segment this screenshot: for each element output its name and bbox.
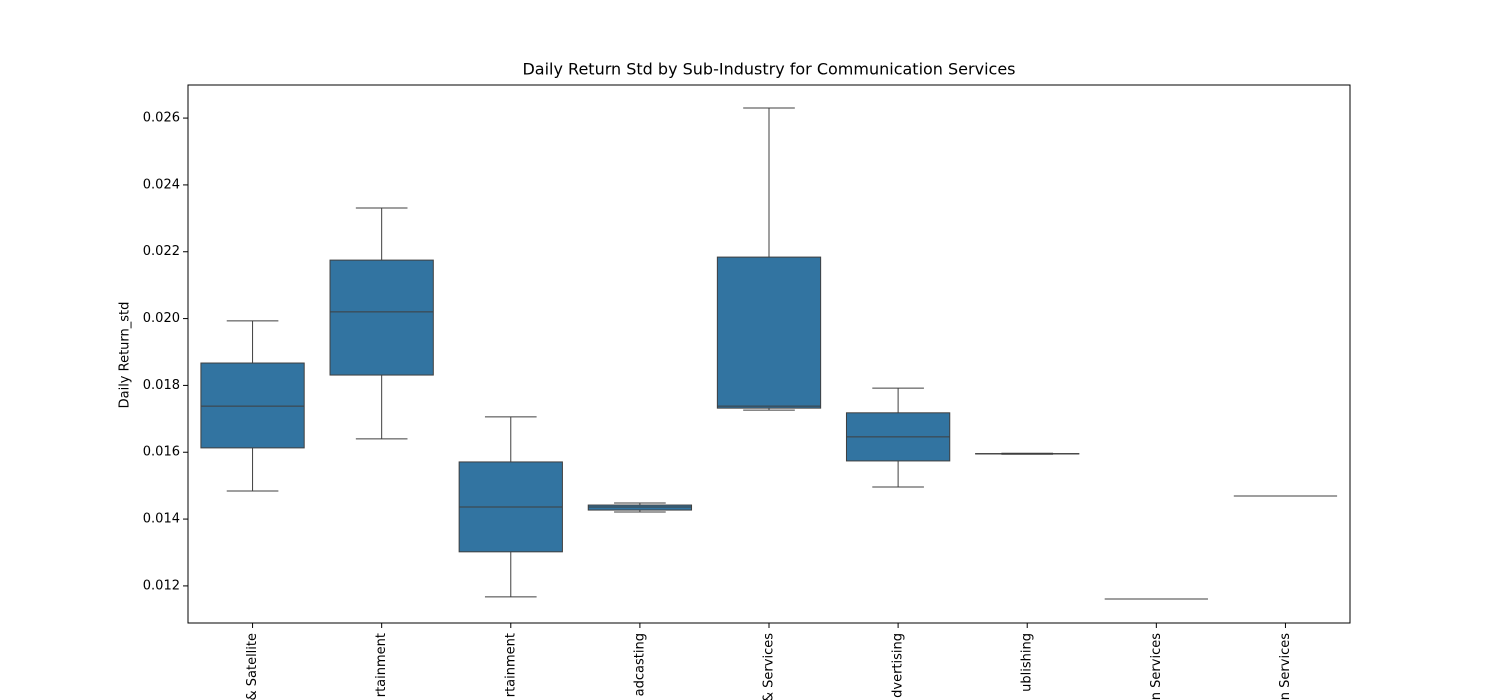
x-tick-label: ublishing [1020, 633, 1035, 692]
y-tick-label: 0.012 [143, 578, 180, 593]
y-tick-label: 0.016 [143, 445, 180, 460]
x-tick-label: rtainment [503, 633, 518, 697]
x-tick-label: dvertising [891, 633, 906, 698]
y-axis-label: Daily Return_std [118, 302, 133, 409]
x-tick-label: rtainment [374, 633, 389, 697]
y-tick-label: 0.024 [143, 177, 180, 192]
y-tick-label: 0.020 [143, 311, 180, 326]
x-tick-label: n Services [1149, 633, 1164, 700]
y-tick-label: 0.018 [143, 378, 180, 393]
box [716, 256, 822, 409]
y-tick-label: 0.022 [143, 244, 180, 259]
x-tick-label: & Satellite [245, 633, 260, 700]
x-tick-label: n Services [1278, 633, 1293, 700]
y-tick-label: 0.014 [143, 512, 180, 527]
box [200, 362, 305, 449]
x-tick-label: adcasting [632, 633, 647, 696]
y-tick-label: 0.026 [143, 111, 180, 126]
box [587, 504, 693, 511]
box [329, 259, 434, 376]
x-tick-label: & Services [762, 633, 777, 700]
chart-title: Daily Return Std by Sub-Industry for Com… [522, 60, 1015, 79]
